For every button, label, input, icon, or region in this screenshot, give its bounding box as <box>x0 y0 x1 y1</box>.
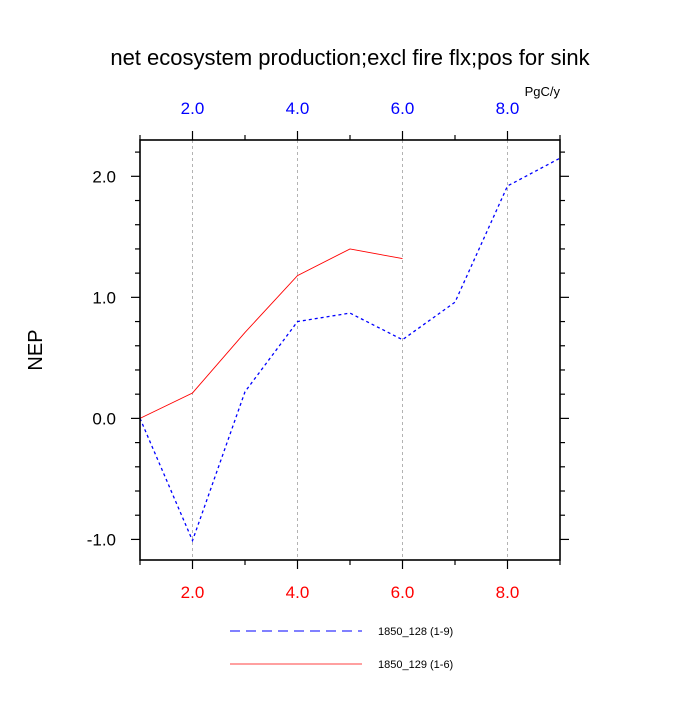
legend-label-1: 1850_128 (1-9) <box>378 626 453 638</box>
x-tick-label-bottom: 4.0 <box>286 583 310 602</box>
series-lines <box>139 157 561 543</box>
tick-labels: 2.0 2.0 4.0 4.0 6.0 6.0 8.0 8.0 -1.0 0.0 1.0 2.0 <box>87 99 520 602</box>
series-line-2 <box>139 248 403 419</box>
x-tick-label-top: 2.0 <box>181 99 205 118</box>
chart-title: net ecosystem production;excl fire flx;p… <box>110 45 590 70</box>
x-tick-label-bottom: 2.0 <box>181 583 205 602</box>
axis-ticks <box>131 131 569 569</box>
y-tick-label: 2.0 <box>92 167 116 186</box>
y-axis-label: NEP <box>25 329 47 370</box>
legend: 1850_128 (1-9) 1850_129 (1-6) <box>230 626 453 671</box>
grid <box>192 140 508 560</box>
units-label: PgC/y <box>525 84 561 99</box>
x-tick-label-top: 4.0 <box>286 99 310 118</box>
x-tick-label-top: 8.0 <box>496 99 520 118</box>
x-tick-label-bottom: 8.0 <box>496 583 520 602</box>
x-tick-label-top: 6.0 <box>391 99 415 118</box>
y-tick-label: 1.0 <box>92 288 116 307</box>
y-tick-label: -1.0 <box>87 530 116 549</box>
plot-frame <box>139 139 561 561</box>
legend-label-2: 1850_129 (1-6) <box>378 659 453 671</box>
y-tick-label: 0.0 <box>92 409 116 428</box>
series-line-1 <box>139 157 561 543</box>
x-tick-label-bottom: 6.0 <box>391 583 415 602</box>
